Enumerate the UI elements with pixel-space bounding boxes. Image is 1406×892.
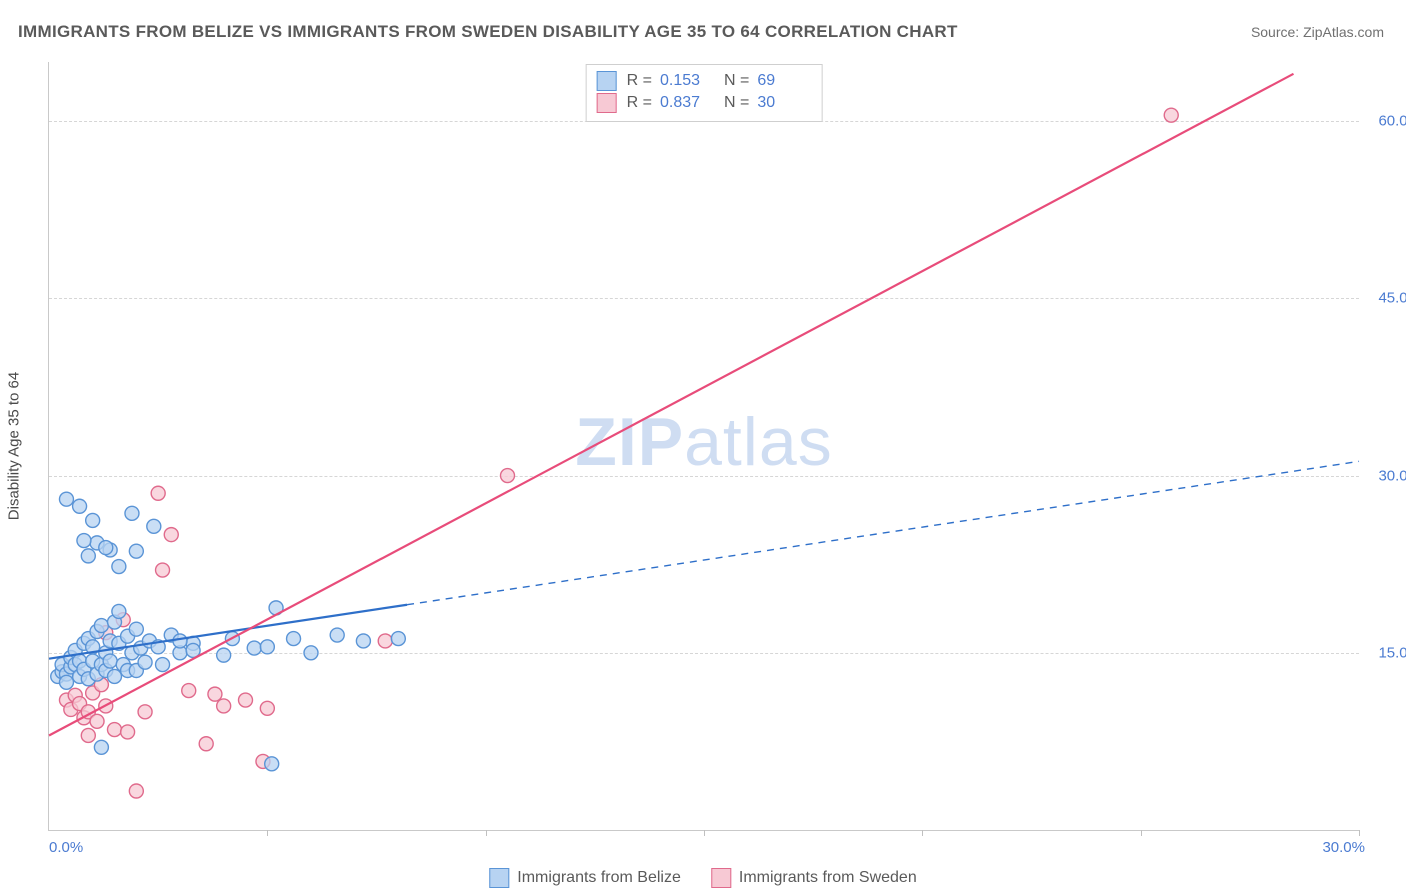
- y-axis-title: Disability Age 35 to 64: [6, 372, 23, 520]
- x-axis-end-label: 30.0%: [1322, 839, 1365, 856]
- chart-svg: [49, 62, 1359, 830]
- data-point: [86, 513, 100, 527]
- swatch-belize-icon: [489, 868, 509, 888]
- legend-item-sweden: Immigrants from Sweden: [711, 868, 917, 888]
- legend-label-belize: Immigrants from Belize: [517, 869, 681, 887]
- data-point: [199, 737, 213, 751]
- data-point: [156, 658, 170, 672]
- data-point: [112, 560, 126, 574]
- data-point: [239, 693, 253, 707]
- data-point: [77, 534, 91, 548]
- data-point: [108, 669, 122, 683]
- series-legend: Immigrants from Belize Immigrants from S…: [489, 868, 916, 888]
- x-axis-start-label: 0.0%: [49, 839, 83, 856]
- data-point: [391, 632, 405, 646]
- data-point: [260, 640, 274, 654]
- x-tick: [704, 830, 705, 836]
- data-point: [356, 634, 370, 648]
- chart-title: IMMIGRANTS FROM BELIZE VS IMMIGRANTS FRO…: [18, 22, 958, 42]
- data-point: [138, 705, 152, 719]
- data-point: [378, 634, 392, 648]
- y-tick-label: 15.0%: [1378, 644, 1406, 661]
- data-point: [129, 784, 143, 798]
- data-point: [287, 632, 301, 646]
- data-point: [99, 541, 113, 555]
- data-point: [112, 604, 126, 618]
- data-point: [108, 723, 122, 737]
- data-point: [59, 492, 73, 506]
- legend-label-sweden: Immigrants from Sweden: [739, 869, 917, 887]
- source-attribution: Source: ZipAtlas.com: [1251, 24, 1384, 40]
- data-point: [173, 634, 187, 648]
- y-tick-label: 45.0%: [1378, 290, 1406, 307]
- data-point: [129, 622, 143, 636]
- data-point: [208, 687, 222, 701]
- x-tick: [1359, 830, 1360, 836]
- x-tick: [922, 830, 923, 836]
- data-point: [304, 646, 318, 660]
- data-point: [90, 714, 104, 728]
- data-point: [265, 757, 279, 771]
- trend-line: [49, 74, 1294, 736]
- data-point: [73, 499, 87, 513]
- data-point: [59, 675, 73, 689]
- data-point: [1164, 108, 1178, 122]
- data-point: [151, 486, 165, 500]
- data-point: [182, 684, 196, 698]
- data-point: [129, 544, 143, 558]
- data-point: [81, 549, 95, 563]
- swatch-sweden-icon: [711, 868, 731, 888]
- data-point: [125, 506, 139, 520]
- data-point: [147, 519, 161, 533]
- data-point: [217, 648, 231, 662]
- data-point: [103, 654, 117, 668]
- trend-line-extrapolated: [407, 461, 1359, 604]
- y-tick-label: 60.0%: [1378, 113, 1406, 130]
- data-point: [138, 655, 152, 669]
- y-tick-label: 30.0%: [1378, 467, 1406, 484]
- data-point: [94, 740, 108, 754]
- data-point: [81, 728, 95, 742]
- data-point: [217, 699, 231, 713]
- x-tick: [267, 830, 268, 836]
- x-tick: [486, 830, 487, 836]
- data-point: [121, 725, 135, 739]
- data-point: [94, 619, 108, 633]
- data-point: [164, 528, 178, 542]
- data-point: [330, 628, 344, 642]
- x-tick: [1141, 830, 1142, 836]
- data-point: [247, 641, 261, 655]
- data-point: [501, 469, 515, 483]
- legend-item-belize: Immigrants from Belize: [489, 868, 681, 888]
- data-point: [156, 563, 170, 577]
- chart-plot-area: ZIPatlas R = 0.153 N = 69 R = 0.837 N = …: [48, 62, 1359, 831]
- data-point: [260, 701, 274, 715]
